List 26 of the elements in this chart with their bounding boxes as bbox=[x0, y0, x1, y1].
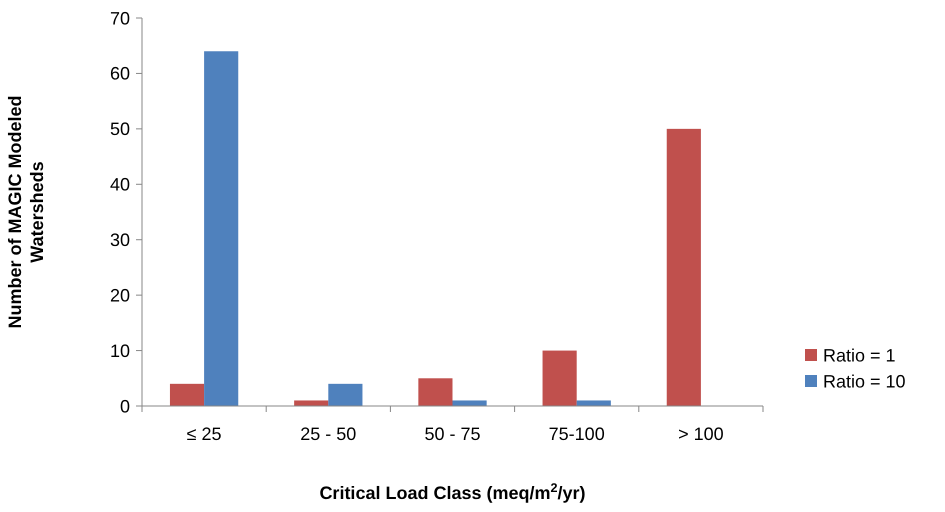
bar bbox=[542, 350, 577, 406]
y-tick-label: 10 bbox=[110, 340, 130, 361]
bar bbox=[418, 378, 452, 406]
y-tick-label: 30 bbox=[110, 230, 130, 250]
x-tick-label: 25 - 50 bbox=[300, 424, 356, 444]
bar bbox=[576, 400, 611, 406]
bar bbox=[204, 51, 238, 406]
y-tick-label: 70 bbox=[110, 8, 130, 28]
y-axis-title: Number of MAGIC Modeled Watersheds bbox=[5, 96, 47, 328]
bar bbox=[294, 400, 328, 406]
x-tick-label: > 100 bbox=[678, 424, 724, 444]
bar bbox=[328, 384, 362, 406]
y-tick-label: 60 bbox=[110, 64, 130, 84]
y-tick-label: 20 bbox=[110, 285, 130, 306]
legend-label: Ratio = 10 bbox=[823, 371, 906, 392]
x-axis-title: Critical Load Class (meq/m$^{2}$/yr) bbox=[319, 481, 586, 503]
bar bbox=[666, 128, 701, 406]
y-tick-label: 50 bbox=[110, 119, 130, 140]
y-tick-label: 0 bbox=[120, 396, 130, 416]
x-tick-label: 75-100 bbox=[548, 424, 605, 444]
legend-label: Ratio = 1 bbox=[823, 345, 896, 366]
x-tick-label: 50 - 75 bbox=[424, 424, 481, 444]
bar bbox=[452, 400, 487, 406]
x-tick-label: ≤ 25 bbox=[186, 424, 222, 444]
y-tick-label: 40 bbox=[110, 174, 130, 195]
bar bbox=[170, 384, 204, 406]
